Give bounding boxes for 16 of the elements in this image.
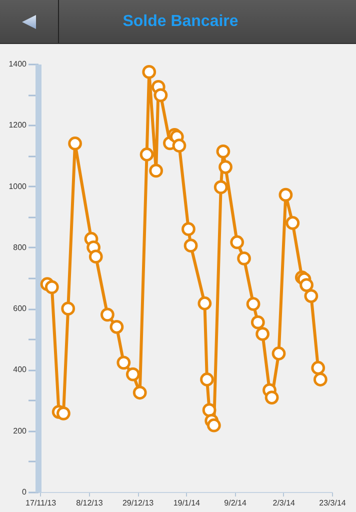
y-tick-label: 1000 <box>8 182 28 191</box>
y-tick-label: 400 <box>13 365 28 374</box>
x-tick-label: 17/11/13 <box>26 498 57 508</box>
y-tick-label: 1200 <box>8 120 28 130</box>
x-tick-label: 29/12/13 <box>122 498 154 508</box>
x-tick-label: 19/1/14 <box>173 498 201 508</box>
x-tick-label: 8/12/13 <box>76 498 104 508</box>
x-tick-label: 23/3/14 <box>319 498 346 508</box>
y-tick-label: 1400 <box>8 60 28 68</box>
y-tick-label: 0 <box>22 488 28 496</box>
x-tick-label: 2/3/14 <box>272 498 296 508</box>
x-tick-label: 9/2/14 <box>224 498 247 508</box>
y-tick-label: 600 <box>13 304 28 314</box>
y-tick-label: 200 <box>13 426 28 436</box>
y-tick-label: 800 <box>13 242 28 252</box>
chart-title: Solde Bancaire <box>122 12 240 32</box>
